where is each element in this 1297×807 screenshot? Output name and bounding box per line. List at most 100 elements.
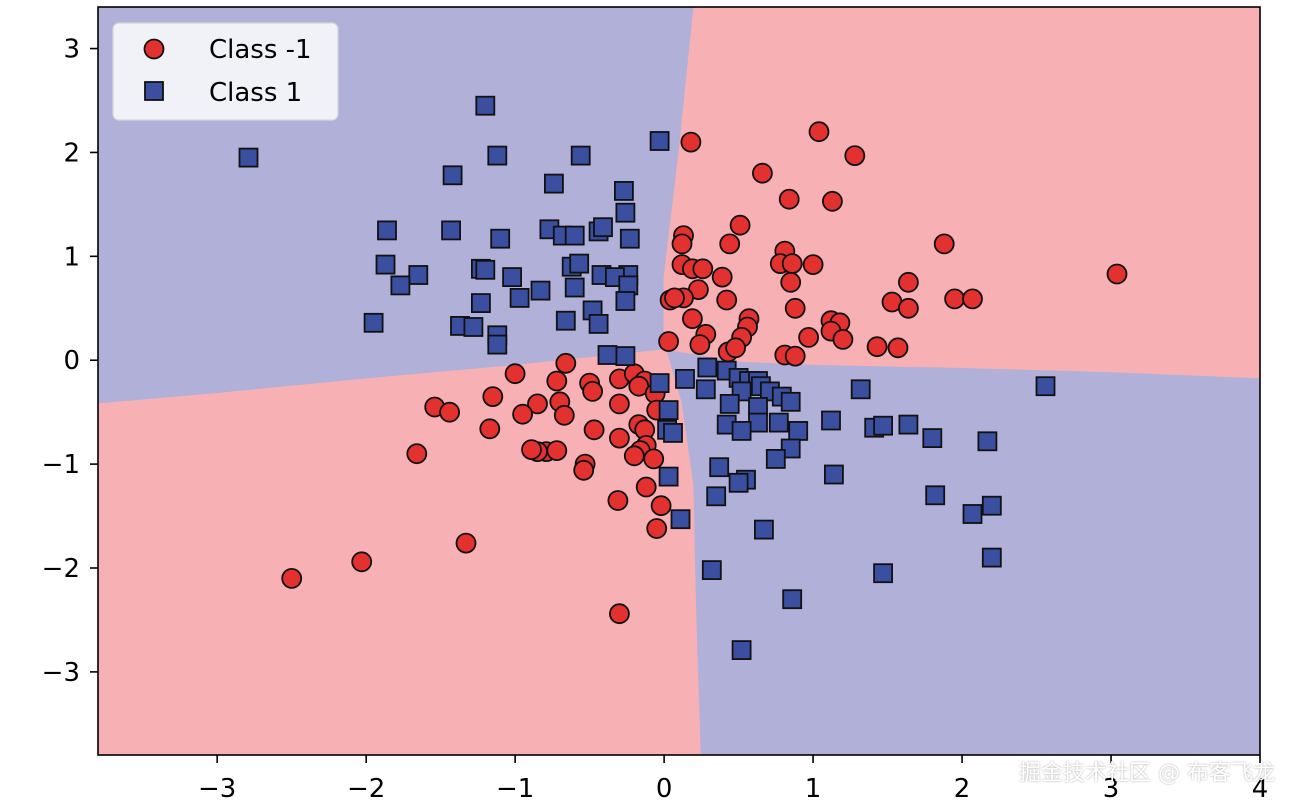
point-class-pos bbox=[748, 412, 768, 433]
point-class-neg bbox=[898, 297, 919, 319]
point-class-pos bbox=[487, 334, 508, 355]
point-class-pos bbox=[363, 312, 384, 333]
point-class-neg bbox=[658, 331, 679, 352]
point-class-neg bbox=[780, 271, 802, 293]
point-class-neg bbox=[635, 476, 657, 498]
point-class-neg bbox=[680, 131, 702, 153]
point-class-neg bbox=[482, 386, 504, 408]
y-tick-label: −3 bbox=[42, 658, 80, 688]
point-class-pos bbox=[922, 428, 943, 449]
y-tick-label: 0 bbox=[63, 346, 80, 376]
x-tick-label: −3 bbox=[198, 774, 236, 804]
point-class-pos bbox=[658, 466, 679, 487]
point-class-pos bbox=[719, 393, 740, 414]
point-class-neg bbox=[573, 459, 595, 481]
point-class-pos bbox=[788, 420, 809, 441]
point-class-pos bbox=[780, 438, 801, 459]
point-class-pos bbox=[375, 254, 396, 275]
point-class-neg bbox=[729, 214, 751, 236]
x-tick-label: 1 bbox=[805, 774, 822, 804]
point-class-neg bbox=[716, 289, 738, 311]
point-class-pos bbox=[780, 391, 801, 412]
point-class-pos bbox=[593, 217, 613, 238]
point-class-neg bbox=[546, 370, 568, 392]
point-class-pos bbox=[695, 379, 716, 400]
point-class-neg bbox=[406, 443, 428, 465]
point-class-neg bbox=[650, 495, 672, 517]
point-class-pos bbox=[701, 560, 722, 580]
point-class-pos bbox=[588, 313, 609, 334]
point-class-neg bbox=[623, 445, 645, 467]
point-class-pos bbox=[898, 414, 919, 435]
point-class-neg bbox=[546, 440, 568, 462]
point-class-neg bbox=[281, 568, 303, 589]
point-class-pos bbox=[570, 145, 591, 166]
point-class-pos bbox=[390, 275, 411, 296]
point-class-pos bbox=[977, 431, 998, 452]
point-class-pos bbox=[470, 293, 491, 314]
point-class-pos bbox=[754, 519, 774, 540]
point-class-pos bbox=[615, 291, 636, 311]
legend: Class -1 Class 1 bbox=[112, 22, 339, 121]
point-class-pos bbox=[238, 147, 259, 168]
point-class-neg bbox=[689, 334, 711, 356]
point-class-pos bbox=[925, 485, 946, 506]
point-class-pos bbox=[765, 448, 786, 469]
point-class-neg bbox=[778, 188, 800, 210]
point-class-neg bbox=[898, 271, 919, 293]
y-tick-label: −2 bbox=[42, 554, 80, 584]
point-class-pos bbox=[706, 486, 727, 507]
y-tick-label: 2 bbox=[63, 138, 80, 168]
point-class-pos bbox=[649, 373, 670, 394]
point-class-neg bbox=[933, 233, 955, 255]
point-class-pos bbox=[463, 317, 484, 337]
point-class-neg bbox=[1106, 263, 1128, 285]
point-class-neg bbox=[479, 418, 501, 440]
point-class-pos bbox=[649, 131, 670, 151]
x-tick-label: 2 bbox=[954, 774, 971, 804]
point-class-neg bbox=[583, 419, 605, 441]
y-axis: −3 −2 −1 0 1 2 3 bbox=[42, 35, 98, 688]
point-class-pos bbox=[981, 495, 1002, 516]
point-class-pos bbox=[475, 259, 496, 280]
point-class-neg bbox=[711, 266, 733, 288]
legend-box bbox=[112, 22, 339, 121]
x-tick-label: −2 bbox=[347, 774, 385, 804]
point-class-pos bbox=[782, 589, 803, 610]
x-axis: −3 −2 −1 0 1 2 3 4 bbox=[198, 755, 1268, 804]
point-class-pos bbox=[569, 253, 590, 274]
point-class-neg bbox=[521, 439, 542, 461]
point-class-pos bbox=[408, 265, 429, 285]
y-tick-label: 1 bbox=[63, 242, 80, 272]
point-class-neg bbox=[351, 551, 373, 573]
point-class-pos bbox=[377, 220, 397, 241]
point-class-pos bbox=[564, 277, 585, 298]
point-class-pos bbox=[615, 346, 636, 367]
point-class-pos bbox=[441, 220, 462, 241]
point-class-pos bbox=[490, 228, 511, 249]
point-class-neg bbox=[866, 336, 888, 358]
point-class-neg bbox=[643, 448, 665, 470]
point-class-pos bbox=[442, 165, 463, 186]
point-class-neg bbox=[609, 427, 630, 449]
point-class-neg bbox=[725, 337, 746, 359]
point-class-pos bbox=[487, 145, 508, 166]
legend-marker-class-neg bbox=[143, 38, 165, 60]
point-class-pos bbox=[728, 472, 749, 493]
point-class-pos bbox=[731, 420, 752, 441]
point-class-neg bbox=[664, 287, 685, 309]
point-class-neg bbox=[439, 401, 461, 423]
point-class-neg bbox=[646, 518, 668, 539]
point-class-pos bbox=[663, 422, 683, 443]
y-tick-label: 3 bbox=[63, 35, 80, 65]
point-class-pos bbox=[544, 173, 564, 194]
point-class-neg bbox=[784, 345, 806, 367]
point-class-neg bbox=[784, 297, 806, 319]
point-class-neg bbox=[822, 190, 843, 212]
x-tick-label: 3 bbox=[1103, 774, 1120, 804]
point-class-pos bbox=[615, 202, 636, 223]
point-class-neg bbox=[798, 326, 819, 348]
point-class-neg bbox=[512, 403, 533, 425]
point-class-neg bbox=[944, 288, 965, 310]
